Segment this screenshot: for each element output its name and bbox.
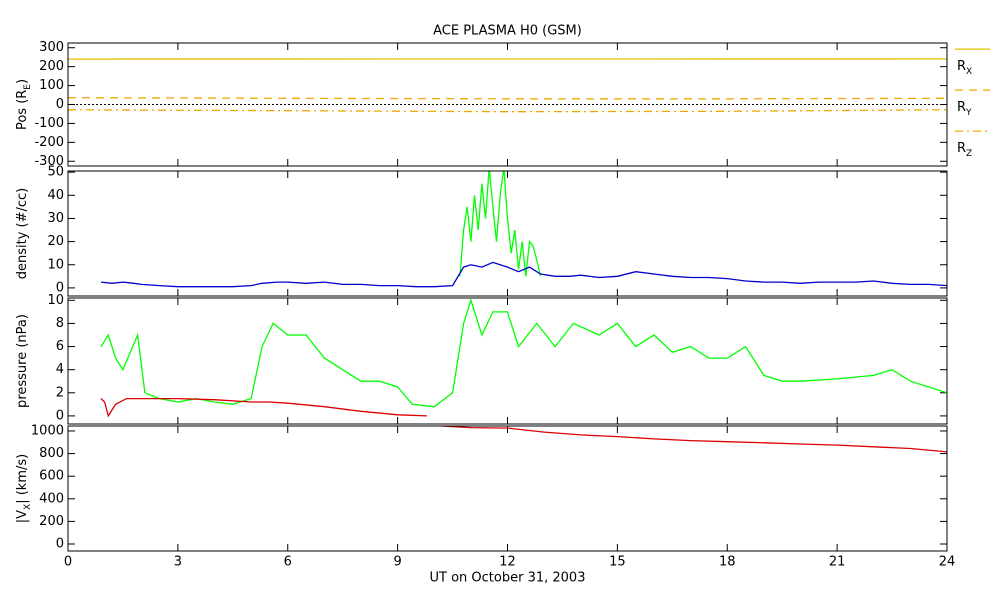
x-tick-label: 21 [829, 555, 846, 570]
series-line [100, 298, 947, 408]
y-tick-label: 4 [56, 362, 64, 377]
y-tick-label: 100 [39, 78, 64, 93]
x-tick-label: 18 [719, 555, 736, 570]
y-tick-label: 2 [56, 385, 64, 400]
x-tick-label: 24 [939, 555, 956, 570]
y-axis-label: Pos (RE) [15, 79, 33, 130]
y-tick-label: 400 [39, 491, 64, 506]
legend-label: RX [957, 59, 972, 77]
text-part: ) [15, 79, 30, 84]
series-line [441, 426, 947, 453]
y-tick-label: 300 [39, 40, 64, 55]
panel-frame [67, 297, 948, 425]
y-tick-label: 0 [56, 536, 64, 551]
y-tick-label: 8 [56, 316, 64, 331]
y-tick-label: -300 [34, 154, 64, 169]
legend-label: RZ [957, 141, 972, 159]
subscript: Z [966, 149, 972, 159]
y-axis-label: density (#/cc) [15, 188, 30, 280]
y-tick-label: 0 [56, 280, 64, 295]
text-part: pressure (nPa) [15, 314, 30, 408]
text-part: R [957, 141, 966, 156]
text-part: | (km/s) [15, 454, 30, 504]
y-axis-label: |VX| (km/s) [15, 454, 33, 523]
y-tick-label: 200 [39, 514, 64, 529]
y-tick-label: 1000 [31, 423, 64, 438]
subscript: X [23, 504, 33, 510]
y-tick-label: 40 [47, 188, 64, 203]
series-line [68, 97, 947, 100]
subscript: Y [965, 108, 972, 118]
subscript: E [23, 84, 33, 90]
x-tick-label: 9 [393, 555, 401, 570]
y-axis-label: pressure (nPa) [15, 314, 30, 408]
panel-frame [67, 170, 948, 297]
panel-frame [67, 42, 948, 167]
y-tick-label: 0 [56, 408, 64, 423]
y-tick-label: 0 [56, 97, 64, 112]
series-line [100, 397, 427, 418]
y-tick-label: 200 [39, 59, 64, 74]
text-part: |V [15, 510, 30, 523]
y-tick-label: 20 [47, 234, 64, 249]
text-part: density (#/cc) [15, 188, 30, 280]
series-line [100, 261, 947, 288]
y-tick-label: 10 [47, 293, 64, 308]
y-tick-label: 10 [47, 257, 64, 272]
y-tick-label: -200 [34, 135, 64, 150]
x-tick-label: 0 [64, 555, 72, 570]
legend-label: RY [957, 100, 972, 118]
y-tick-label: 30 [47, 211, 64, 226]
x-tick-label: 12 [499, 555, 516, 570]
text-part: R [957, 100, 966, 115]
x-tick-label: 3 [174, 555, 182, 570]
text-part: R [957, 59, 966, 74]
y-tick-label: 600 [39, 469, 64, 484]
chart-title: ACE PLASMA H0 (GSM) [433, 24, 582, 39]
series-line [459, 171, 542, 277]
y-tick-label: -100 [34, 116, 64, 131]
x-tick-label: 6 [284, 555, 292, 570]
series-line [68, 109, 947, 113]
subscript: X [966, 67, 972, 77]
x-axis-label: UT on October 31, 2003 [430, 571, 586, 586]
y-tick-label: 6 [56, 339, 64, 354]
x-tick-label: 15 [609, 555, 626, 570]
text-part: Pos (R [15, 90, 30, 130]
y-tick-label: 50 [47, 165, 64, 180]
panel-frame [67, 425, 948, 552]
y-tick-label: 800 [39, 446, 64, 461]
